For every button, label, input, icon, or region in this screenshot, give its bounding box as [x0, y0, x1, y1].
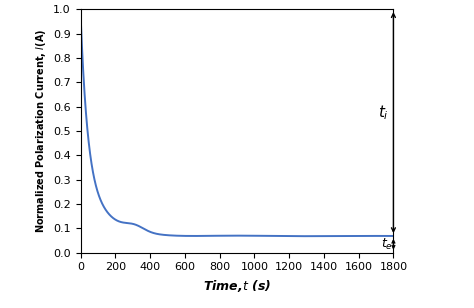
Text: $t_e$: $t_e$	[382, 237, 393, 252]
X-axis label: Time,$t$ (s): Time,$t$ (s)	[203, 278, 271, 294]
Y-axis label: Normalized Polarization Current, $I$(A): Normalized Polarization Current, $I$(A)	[34, 29, 47, 233]
Text: $t_i$: $t_i$	[378, 103, 389, 122]
